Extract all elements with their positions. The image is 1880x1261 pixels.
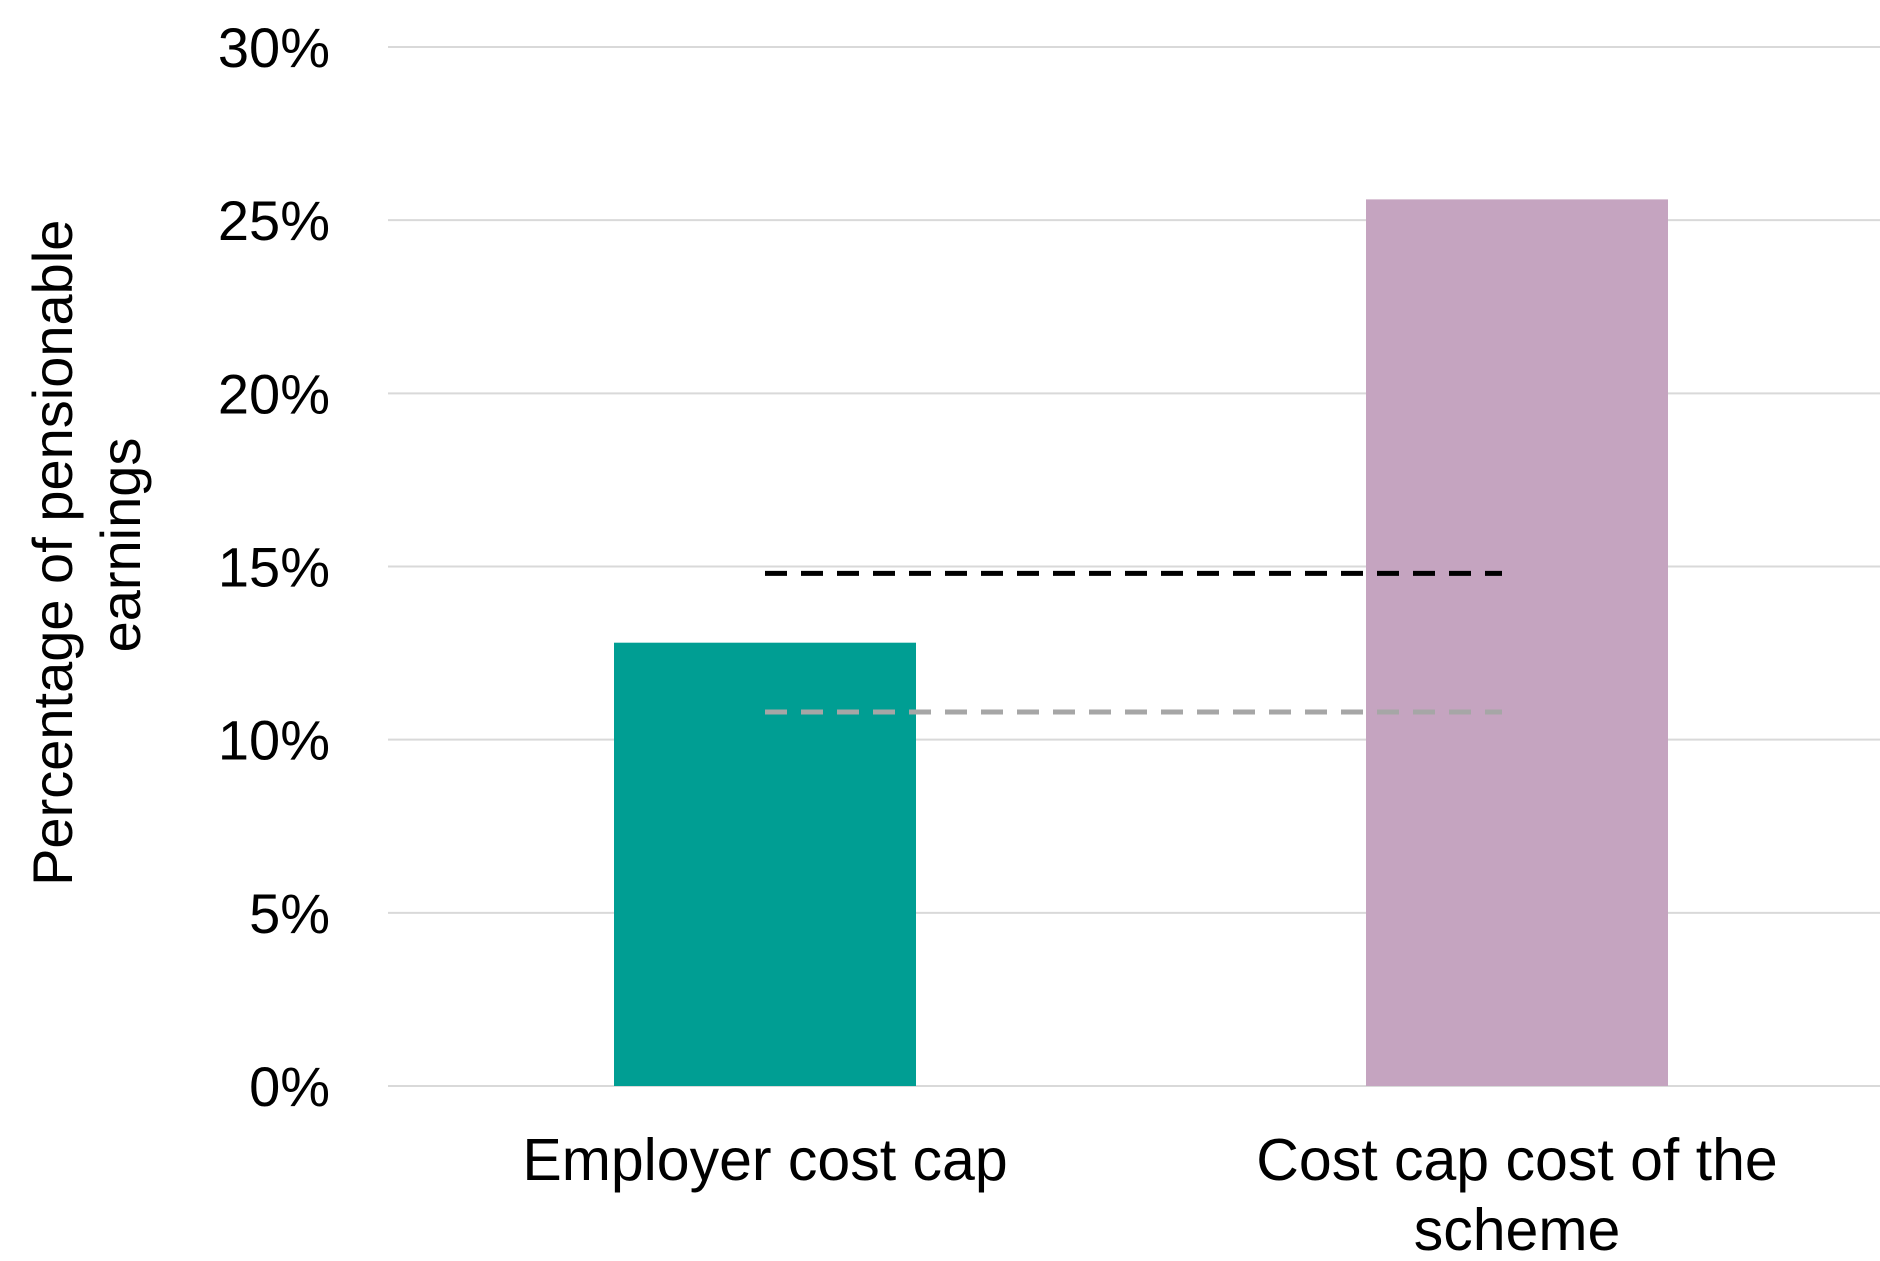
y-axis-tick-labels: 0% 5% 10% 15% 20% 25% 30% (218, 16, 330, 1118)
y-tick-label: 10% (218, 709, 330, 772)
y-tick-label: 20% (218, 362, 330, 425)
y-tick-label: 15% (218, 536, 330, 599)
y-tick-label: 0% (249, 1055, 330, 1118)
y-axis-title-line-1: Percentage of pensionable (21, 220, 84, 886)
bar-employer-cost-cap (614, 642, 916, 1086)
x-axis-category-labels: Employer cost cap Cost cap cost of the sch… (522, 1127, 1777, 1261)
y-tick-label: 5% (249, 882, 330, 945)
category-label: Employer cost cap (522, 1127, 1007, 1193)
bars (614, 199, 1668, 1087)
y-tick-label: 25% (218, 189, 330, 252)
category-label-line: Cost cap cost of the (1256, 1127, 1777, 1193)
y-tick-label: 30% (218, 16, 330, 79)
reference-lines (765, 570, 1502, 715)
category-label-line: scheme (1414, 1197, 1621, 1261)
category-label-line: Employer cost cap (522, 1127, 1007, 1193)
y-axis-title-line-2: earnings (89, 438, 152, 653)
bar-cost-cap-cost-of-scheme (1366, 199, 1668, 1087)
category-label: Cost cap cost of the scheme (1256, 1127, 1777, 1261)
y-axis-title: Percentage of pensionable earnings (21, 204, 152, 886)
